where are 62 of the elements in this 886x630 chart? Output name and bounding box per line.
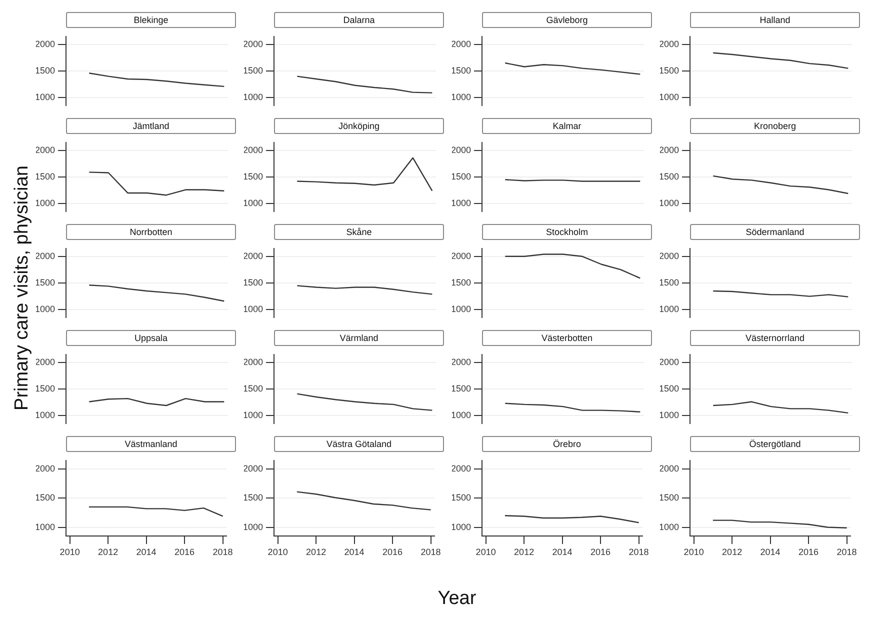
y-tick-label: 1000 bbox=[34, 92, 55, 102]
y-tick-label: 1500 bbox=[242, 277, 263, 288]
y-tick-label: 1500 bbox=[242, 171, 263, 182]
x-tick-label: 2016 bbox=[174, 546, 195, 557]
y-tick-label: 1000 bbox=[34, 410, 55, 420]
y-tick-label: 1000 bbox=[658, 92, 679, 102]
x-tick-label: 2014 bbox=[136, 546, 156, 557]
x-tick-label: 2018 bbox=[212, 546, 233, 557]
y-tick-label: 1000 bbox=[450, 198, 471, 208]
y-tick-label: 1500 bbox=[242, 65, 263, 76]
y-tick-label: 1500 bbox=[658, 492, 679, 503]
y-tick-label: 1500 bbox=[658, 65, 679, 76]
x-tick-label: 2012 bbox=[722, 546, 742, 557]
y-tick-label: 1500 bbox=[34, 171, 55, 182]
y-tick-label: 1500 bbox=[450, 171, 471, 182]
x-tick-label: 2016 bbox=[798, 546, 819, 557]
x-tick-label: 2014 bbox=[760, 546, 780, 557]
y-tick-label: 1500 bbox=[242, 492, 263, 503]
y-tick-label: 1500 bbox=[450, 65, 471, 76]
y-tick-label: 1500 bbox=[34, 65, 55, 76]
y-tick-label: 1500 bbox=[34, 277, 55, 288]
y-tick-label: 1000 bbox=[658, 522, 679, 532]
y-axis-title: Primary care visits, physician bbox=[11, 166, 33, 410]
y-tick-label: 1000 bbox=[242, 410, 263, 420]
x-tick-label: 2014 bbox=[552, 546, 572, 557]
x-tick-label: 2010 bbox=[60, 546, 80, 557]
y-tick-label: 1000 bbox=[34, 304, 55, 314]
y-tick-label: 1500 bbox=[450, 383, 471, 394]
x-tick-label: 2018 bbox=[836, 546, 857, 557]
x-tick-label: 2016 bbox=[382, 546, 403, 557]
y-tick-label: 1000 bbox=[450, 410, 471, 420]
y-tick-label: 1000 bbox=[658, 198, 679, 208]
y-tick-label: 1500 bbox=[450, 277, 471, 288]
y-tick-label: 1500 bbox=[34, 383, 55, 394]
y-tick-label: 1500 bbox=[658, 171, 679, 182]
y-tick-label: 1500 bbox=[658, 277, 679, 288]
y-tick-label: 1500 bbox=[658, 383, 679, 394]
x-tick-label: 2012 bbox=[514, 546, 534, 557]
x-tick-label: 2010 bbox=[268, 546, 288, 557]
y-tick-label: 1500 bbox=[34, 492, 55, 503]
y-tick-label: 1000 bbox=[34, 522, 55, 532]
y-tick-label: 1000 bbox=[242, 304, 263, 314]
y-tick-label: 1000 bbox=[242, 198, 263, 208]
y-tick-label: 1000 bbox=[658, 410, 679, 420]
x-tick-label: 2012 bbox=[98, 546, 118, 557]
y-tick-label: 1500 bbox=[450, 492, 471, 503]
x-tick-label: 2012 bbox=[306, 546, 326, 557]
y-tick-label: 1000 bbox=[242, 92, 263, 102]
x-tick-label: 2010 bbox=[476, 546, 496, 557]
x-axis-title: Year bbox=[436, 588, 478, 610]
x-tick-label: 2014 bbox=[344, 546, 364, 557]
x-tick-label: 2010 bbox=[684, 546, 704, 557]
y-tick-label: 1000 bbox=[450, 92, 471, 102]
y-tick-label: 1000 bbox=[242, 522, 263, 532]
y-tick-label: 1000 bbox=[658, 304, 679, 314]
x-tick-label: 2016 bbox=[590, 546, 611, 557]
y-tick-label: 1000 bbox=[34, 198, 55, 208]
y-tick-label: 1000 bbox=[450, 522, 471, 532]
x-tick-label: 2018 bbox=[628, 546, 649, 557]
y-tick-label: 1500 bbox=[242, 383, 263, 394]
y-tick-label: 1000 bbox=[450, 304, 471, 314]
x-tick-label: 2018 bbox=[420, 546, 441, 557]
